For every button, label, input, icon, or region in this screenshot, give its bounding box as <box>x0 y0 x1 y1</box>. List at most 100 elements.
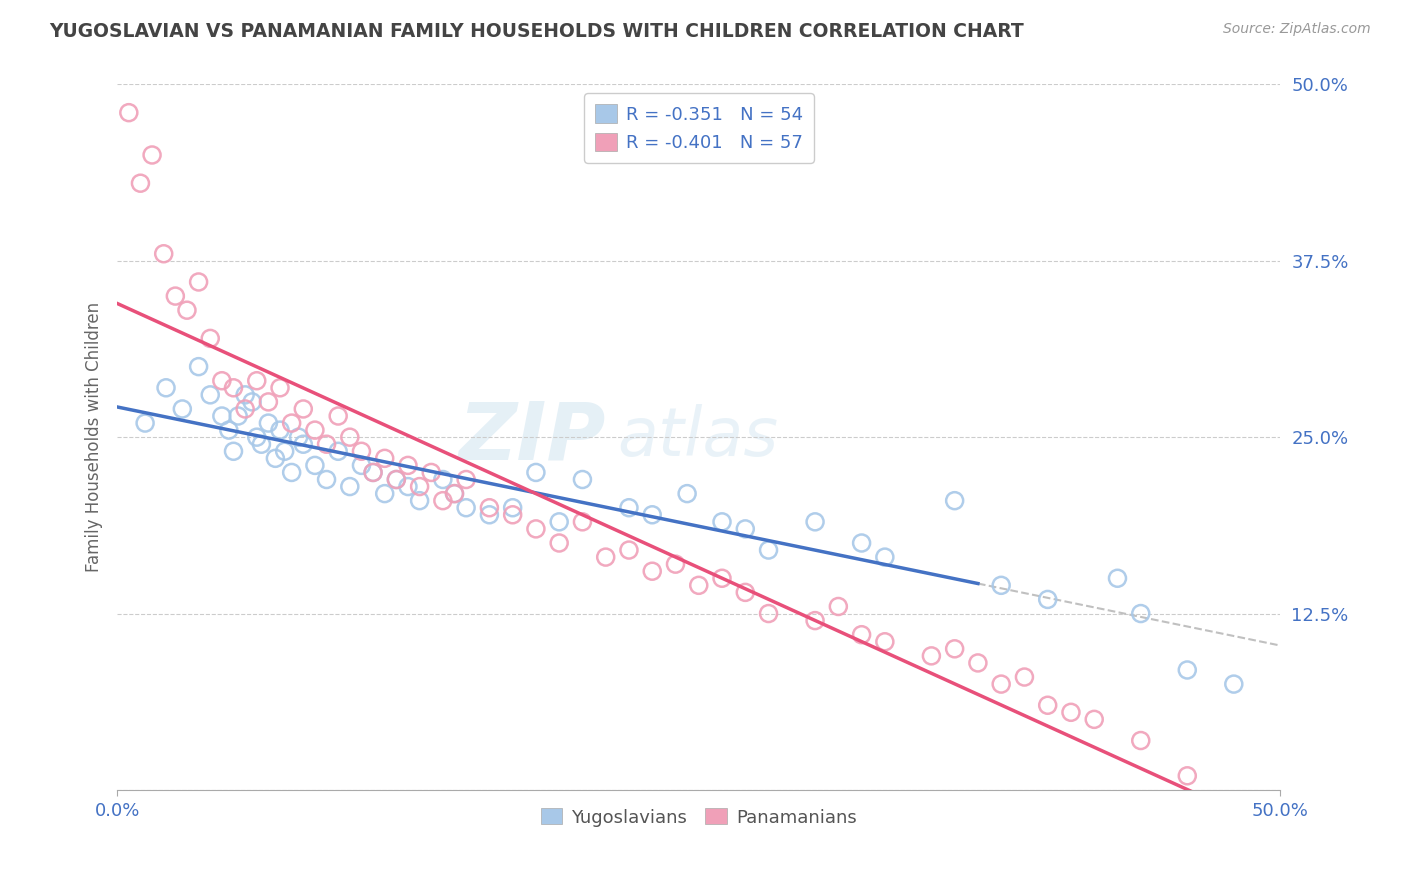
Point <box>155 381 177 395</box>
Point <box>280 416 302 430</box>
Point <box>240 395 263 409</box>
Point <box>990 677 1012 691</box>
Point <box>1014 670 1036 684</box>
Point <box>315 473 337 487</box>
Point <box>920 648 942 663</box>
Point <box>943 641 966 656</box>
Point <box>408 493 430 508</box>
Point <box>1083 712 1105 726</box>
Text: Source: ZipAtlas.com: Source: ZipAtlas.com <box>1223 22 1371 37</box>
Point <box>246 374 269 388</box>
Point <box>172 401 194 416</box>
Point <box>851 536 873 550</box>
Point <box>1129 607 1152 621</box>
Point <box>292 401 315 416</box>
Point <box>211 374 233 388</box>
Point <box>617 500 640 515</box>
Point <box>200 388 222 402</box>
Point <box>734 585 756 599</box>
Point <box>676 486 699 500</box>
Point <box>350 444 373 458</box>
Point <box>1036 592 1059 607</box>
Point <box>432 493 454 508</box>
Point <box>1129 733 1152 747</box>
Point <box>134 416 156 430</box>
Point <box>456 500 478 515</box>
Point <box>374 486 396 500</box>
Point <box>350 458 373 473</box>
Point <box>641 508 664 522</box>
Point <box>827 599 849 614</box>
Point <box>222 444 245 458</box>
Point <box>804 515 827 529</box>
Point <box>218 423 240 437</box>
Point <box>688 578 710 592</box>
Point <box>222 381 245 395</box>
Point <box>361 466 384 480</box>
Text: ZIP: ZIP <box>458 398 606 476</box>
Point <box>233 388 256 402</box>
Point <box>548 536 571 550</box>
Point <box>280 466 302 480</box>
Point <box>385 473 408 487</box>
Point <box>339 479 361 493</box>
Point <box>595 550 617 565</box>
Point <box>478 500 501 515</box>
Point <box>734 522 756 536</box>
Point <box>129 176 152 190</box>
Point <box>273 444 295 458</box>
Point <box>943 493 966 508</box>
Point <box>226 409 249 423</box>
Point <box>200 331 222 345</box>
Point <box>478 508 501 522</box>
Point <box>502 500 524 515</box>
Point <box>339 430 361 444</box>
Point <box>304 458 326 473</box>
Point <box>269 423 291 437</box>
Point <box>664 557 686 571</box>
Point <box>374 451 396 466</box>
Point <box>711 515 734 529</box>
Point <box>328 444 350 458</box>
Point <box>152 246 174 260</box>
Point <box>408 479 430 493</box>
Point <box>269 381 291 395</box>
Point <box>233 401 256 416</box>
Point <box>176 303 198 318</box>
Point <box>990 578 1012 592</box>
Point <box>396 458 419 473</box>
Point <box>758 543 780 558</box>
Point <box>287 430 309 444</box>
Point <box>711 571 734 585</box>
Point <box>141 148 163 162</box>
Point <box>432 473 454 487</box>
Point <box>328 409 350 423</box>
Point <box>315 437 337 451</box>
Y-axis label: Family Households with Children: Family Households with Children <box>86 302 103 573</box>
Point <box>396 479 419 493</box>
Point <box>420 466 443 480</box>
Point <box>1060 706 1083 720</box>
Point <box>571 515 593 529</box>
Point <box>548 515 571 529</box>
Point <box>292 437 315 451</box>
Point <box>502 508 524 522</box>
Point <box>257 395 280 409</box>
Point <box>524 466 547 480</box>
Point <box>524 522 547 536</box>
Point <box>246 430 269 444</box>
Point <box>571 473 593 487</box>
Text: atlas: atlas <box>617 404 779 470</box>
Point <box>1036 698 1059 713</box>
Legend: Yugoslavians, Panamanians: Yugoslavians, Panamanians <box>533 801 865 834</box>
Point <box>456 473 478 487</box>
Point <box>257 416 280 430</box>
Point <box>804 614 827 628</box>
Point <box>211 409 233 423</box>
Point <box>187 359 209 374</box>
Point <box>1175 769 1198 783</box>
Point <box>165 289 187 303</box>
Point <box>264 451 287 466</box>
Point <box>851 628 873 642</box>
Point <box>443 486 465 500</box>
